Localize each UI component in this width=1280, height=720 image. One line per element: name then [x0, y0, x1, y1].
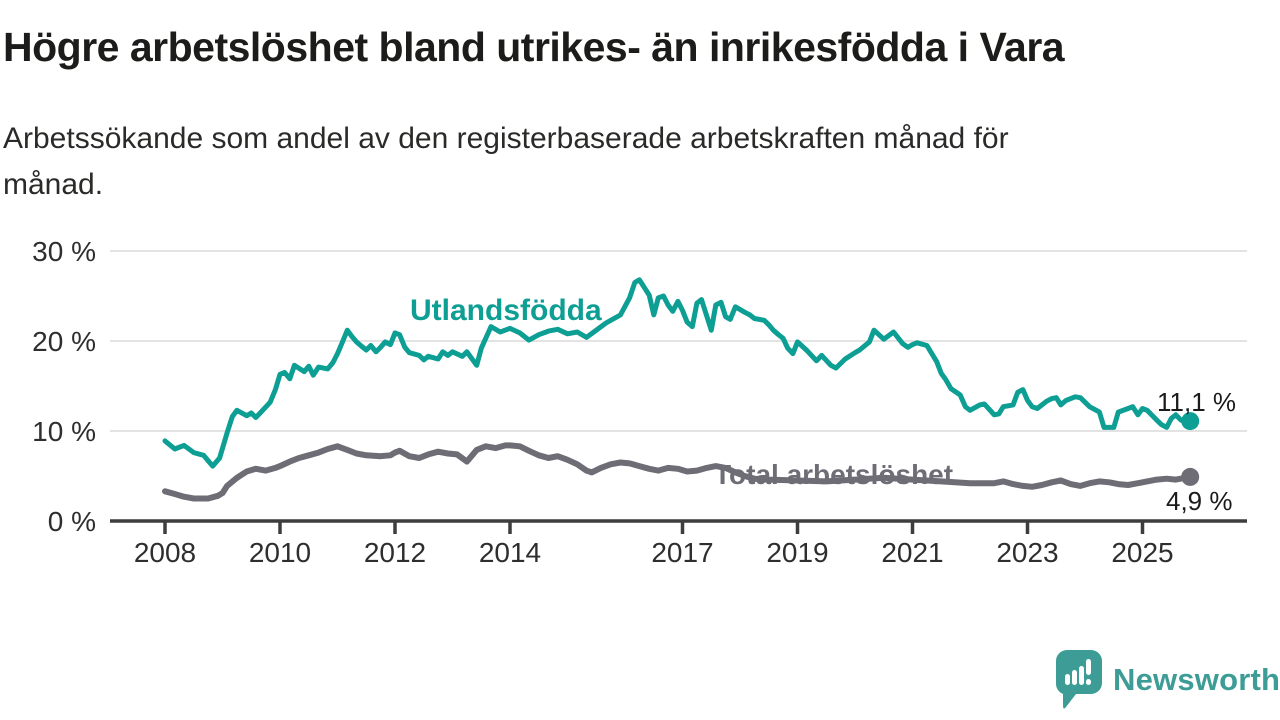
x-tick-label: 2012 — [364, 537, 426, 568]
x-tick-label: 2010 — [249, 537, 311, 568]
end-value-utlandsfodda: 11,1 % — [1157, 387, 1237, 417]
logo-bar-3 — [1079, 666, 1084, 685]
page-subtitle: Arbetssökande som andel av den registerb… — [3, 122, 1009, 201]
x-tick-label: 2017 — [651, 537, 713, 568]
end-value-total: 4,9 % — [1166, 486, 1233, 516]
y-tick-label: 20 % — [32, 326, 96, 357]
line-utlandsfodda — [162, 277, 1193, 469]
newsworthy-logo-icon — [1056, 650, 1102, 709]
logo-exclamation-dot — [1086, 679, 1091, 685]
x-tick-label: 2014 — [479, 537, 541, 568]
end-dot-utlandsfodda — [1181, 412, 1200, 431]
logo-bar-1 — [1065, 674, 1070, 685]
page-title: Högre arbetslöshet bland utrikes- än inr… — [3, 24, 1065, 70]
logo-bar-2 — [1072, 670, 1077, 685]
x-tick-label: 2021 — [881, 537, 943, 568]
series-label-utlandsfodda: Utlandsfödda — [410, 294, 602, 327]
x-tick-label: 2023 — [996, 537, 1058, 568]
series-label-total-arbetsloshet: Total arbetslöshet — [714, 459, 954, 490]
x-tick-label: 2008 — [134, 537, 196, 568]
newsworthy-brand: Newsworthy — [1056, 650, 1280, 710]
x-tick-label: 2019 — [766, 537, 828, 568]
y-tick-label: 10 % — [32, 416, 96, 447]
newsworthy-wordmark: Newsworthy — [1113, 662, 1280, 697]
end-dot-total — [1181, 467, 1200, 486]
x-tick-label: 2025 — [1111, 537, 1173, 568]
y-tick-label: 0 % — [48, 506, 96, 537]
line-total — [162, 442, 1194, 502]
y-tick-label: 30 % — [32, 236, 96, 267]
logo-exclamation-bar — [1086, 659, 1091, 675]
